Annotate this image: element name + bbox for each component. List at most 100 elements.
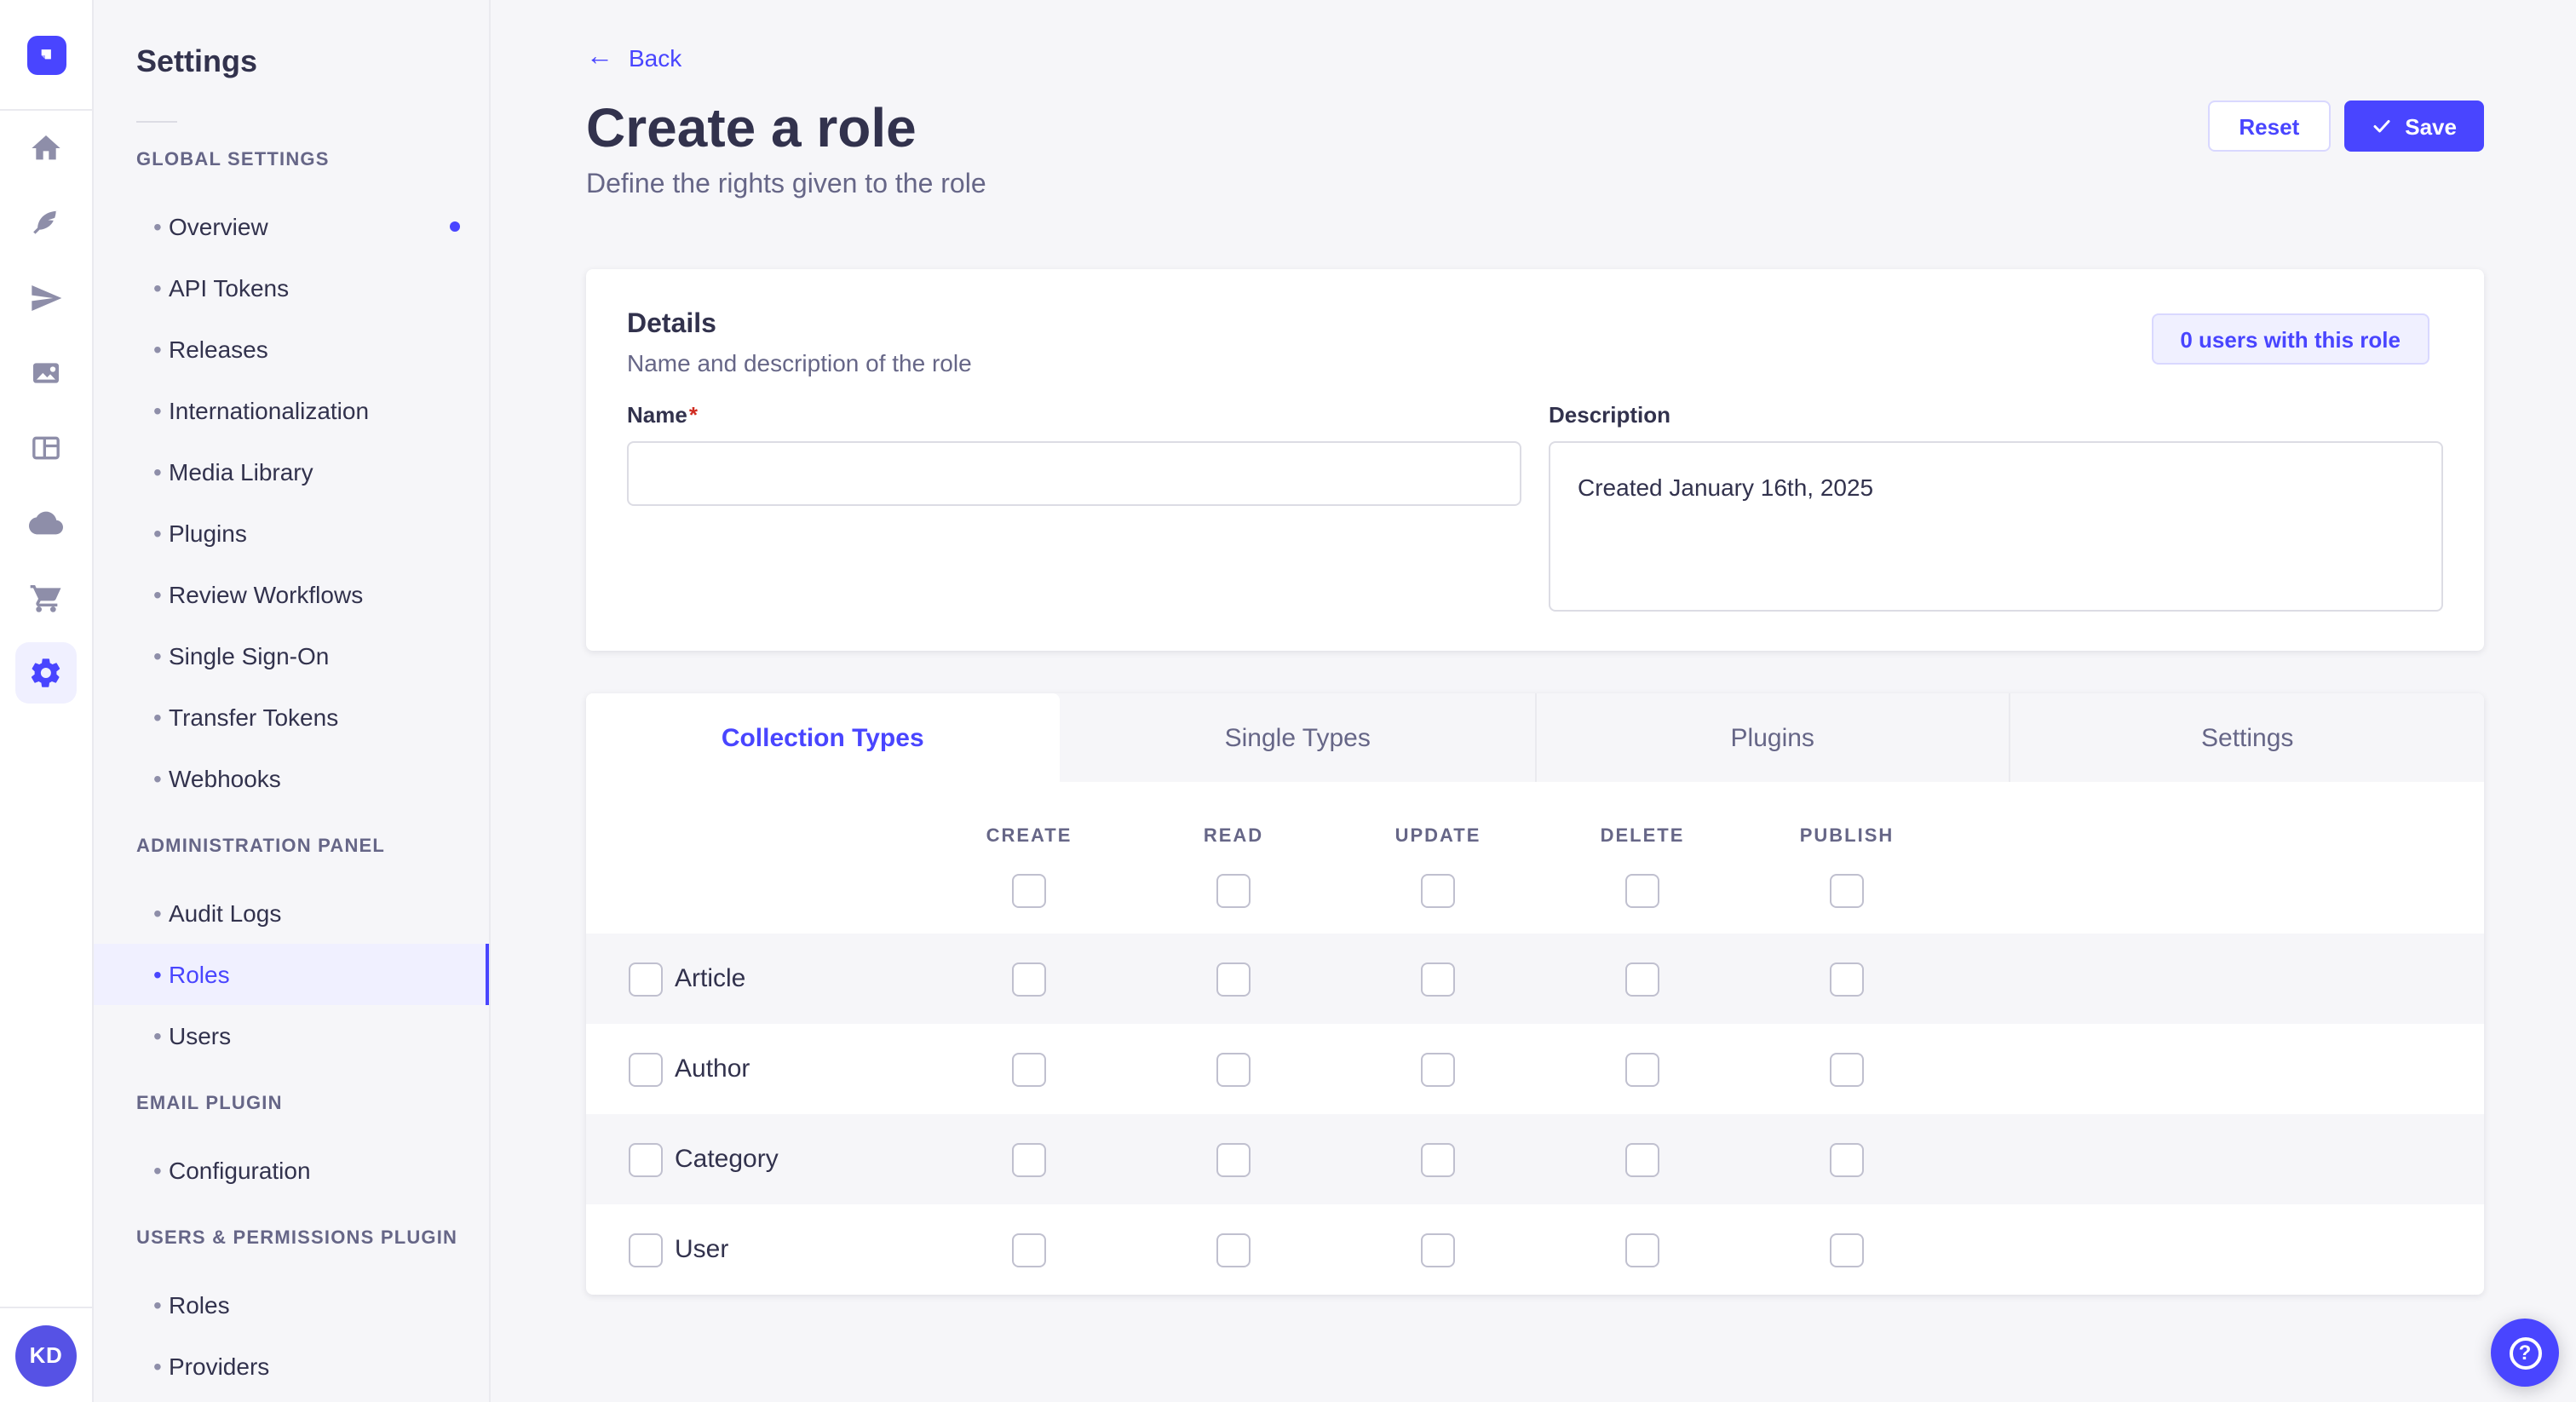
author-update-checkbox[interactable] [1421,1052,1455,1086]
author-create-checkbox[interactable] [1012,1052,1046,1086]
nav-rail: KD [0,0,94,1402]
sidebar-item-single-sign-on[interactable]: • Single Sign-On [94,625,489,687]
sidebar-item-label: Review Workflows [169,581,364,608]
back-link[interactable]: ← Back [586,43,681,73]
details-subtitle: Name and description of the role [627,349,972,376]
cloud-icon[interactable] [15,492,77,554]
user-publish-checkbox[interactable] [1830,1232,1864,1267]
table-row-author: Author [586,1024,2484,1114]
sidebar-sections: GLOBAL SETTINGS • Overview • API Tokens • Rele… [94,150,489,1397]
tab-collection-types[interactable]: Collection Types [586,693,1060,782]
sidebar-item-label: API Tokens [169,274,290,302]
row-label: Author [675,1054,750,1083]
category-create-checkbox[interactable] [1012,1142,1046,1176]
select-all-update-checkbox[interactable] [1421,874,1455,908]
table-row-user: User [586,1204,2484,1295]
select-user-row-checkbox[interactable] [629,1232,663,1267]
table-row-category: Category [586,1114,2484,1204]
workspace-logo[interactable] [0,0,92,111]
sidebar-item-review-workflows[interactable]: • Review Workflows [94,564,489,625]
description-textarea[interactable]: Created January 16th, 2025 [1549,441,2443,612]
user-delete-checkbox[interactable] [1625,1232,1659,1267]
column-header-publish: PUBLISH [1799,826,1895,847]
description-field-group: Description Created January 16th, 2025 [1549,400,2443,612]
sidebar-item-transfer-tokens[interactable]: • Transfer Tokens [94,687,489,748]
sidebar-item-audit-logs[interactable]: • Audit Logs [94,882,489,944]
home-icon[interactable] [15,118,77,179]
avatar[interactable]: KD [15,1324,77,1386]
select-author-row-checkbox[interactable] [629,1052,663,1086]
row-label: User [675,1235,729,1264]
category-update-checkbox[interactable] [1421,1142,1455,1176]
sidebar-section-list: • Overview • API Tokens • Releases • Internatio… [94,196,489,809]
user-read-checkbox[interactable] [1216,1232,1251,1267]
user-create-checkbox[interactable] [1012,1232,1046,1267]
select-all-publish-checkbox[interactable] [1830,874,1864,908]
category-read-checkbox[interactable] [1216,1142,1251,1176]
sidebar-item-plugins[interactable]: • Plugins [94,503,489,564]
select-all-delete-checkbox[interactable] [1625,874,1659,908]
rail-footer: KD [0,1307,92,1402]
bullet-icon: • [153,336,162,363]
sidebar-section-list: • Audit Logs • Roles • Users [94,882,489,1066]
details-title: Details [627,310,716,339]
bullet-icon: • [153,581,162,608]
table-row-article: Article [586,934,2484,1024]
bullet-icon: • [153,642,162,669]
user-update-checkbox[interactable] [1421,1232,1455,1267]
reset-button[interactable]: Reset [2208,101,2331,152]
header-actions: Reset Save [2208,101,2484,152]
select-all-create-checkbox[interactable] [1012,874,1046,908]
layout-icon[interactable] [15,417,77,479]
article-publish-checkbox[interactable] [1830,962,1864,996]
details-fields: Name * Description Created January 16th, … [627,400,2443,612]
sidebar-item-media-library[interactable]: • Media Library [94,441,489,503]
select-all-read-checkbox[interactable] [1216,874,1251,908]
bullet-icon: • [153,1157,162,1184]
feather-icon[interactable] [15,192,77,254]
tab-plugins[interactable]: Plugins [1534,693,2010,782]
article-delete-checkbox[interactable] [1625,962,1659,996]
author-read-checkbox[interactable] [1216,1052,1251,1086]
article-create-checkbox[interactable] [1012,962,1046,996]
permissions-select-all-row [586,874,2484,908]
category-publish-checkbox[interactable] [1830,1142,1864,1176]
author-publish-checkbox[interactable] [1830,1052,1864,1086]
active-indicator [486,944,489,1005]
tab-single-types[interactable]: Single Types [1060,693,1535,782]
sidebar-item-label: Overview [169,213,268,240]
sidebar-item-label: Releases [169,336,268,363]
sidebar-item-configuration[interactable]: • Configuration [94,1140,489,1201]
category-delete-checkbox[interactable] [1625,1142,1659,1176]
sidebar-item-overview[interactable]: • Overview [94,196,489,257]
column-header-update: UPDATE [1394,826,1481,847]
sidebar-item-roles[interactable]: • Roles [94,1274,489,1336]
send-plane-icon[interactable] [15,267,77,329]
article-update-checkbox[interactable] [1421,962,1455,996]
permissions-column-headers: CREATE READ UPDATE DELETE PUBLISH [586,823,2484,850]
settings-gear-icon[interactable] [15,642,77,704]
sidebar-section-label: GLOBAL SETTINGS [136,150,330,170]
name-input[interactable] [627,441,1521,506]
sidebar-item-webhooks[interactable]: • Webhooks [94,748,489,809]
help-button[interactable]: ? [2491,1319,2559,1387]
tab-settings[interactable]: Settings [2009,693,2485,782]
sidebar-item-roles[interactable]: • Roles [94,944,489,1005]
sidebar-item-providers[interactable]: • Providers [94,1336,489,1397]
sidebar-item-internationalization[interactable]: • Internationalization [94,380,489,441]
select-category-row-checkbox[interactable] [629,1142,663,1176]
select-article-row-checkbox[interactable] [629,962,663,996]
bullet-icon: • [153,397,162,424]
media-library-icon[interactable] [15,342,77,404]
required-asterisk: * [688,402,698,428]
sidebar-item-api-tokens[interactable]: • API Tokens [94,257,489,319]
marketplace-cart-icon[interactable] [15,567,77,629]
users-with-role-button[interactable]: 0 users with this role [2151,313,2429,365]
sidebar-item-users[interactable]: • Users [94,1005,489,1066]
column-header-read: READ [1203,826,1264,847]
article-read-checkbox[interactable] [1216,962,1251,996]
save-button[interactable]: Save [2343,101,2484,152]
sidebar-item-label: Internationalization [169,397,370,424]
author-delete-checkbox[interactable] [1625,1052,1659,1086]
sidebar-item-releases[interactable]: • Releases [94,319,489,380]
